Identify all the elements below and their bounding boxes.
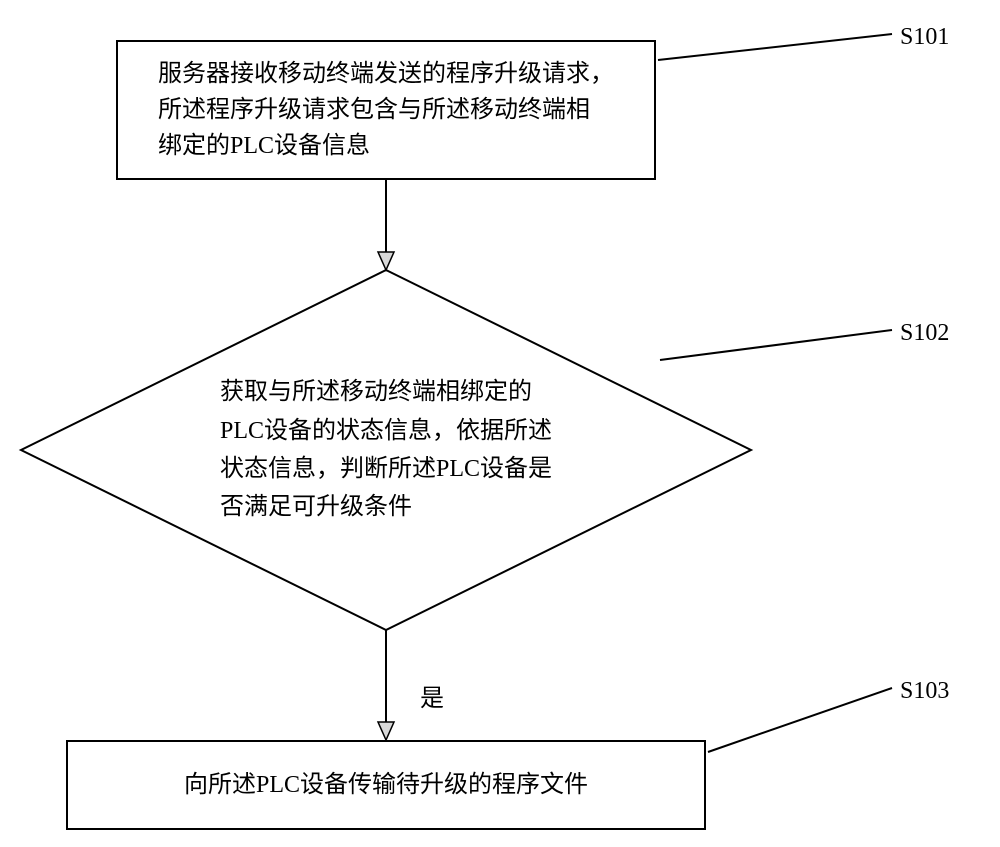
step-label-s102: S102 [900,320,949,347]
step-label-s101: S101 [900,24,949,51]
arrow-s102-s103 [378,630,394,740]
process-box-s101: 服务器接收移动终端发送的程序升级请求， 所述程序升级请求包含与所述移动终端相 绑… [116,40,656,180]
process-box-s103: 向所述PLC设备传输待升级的程序文件 [66,740,706,830]
process-text-s103: 向所述PLC设备传输待升级的程序文件 [184,767,588,803]
decision-text-wrap-s102: 获取与所述移动终端相绑定的 PLC设备的状态信息，依据所述 状态信息，判断所述P… [160,360,612,540]
decision-text-s102: 获取与所述移动终端相绑定的 PLC设备的状态信息，依据所述 状态信息，判断所述P… [220,373,552,527]
leader-s101 [658,34,892,60]
edge-label-yes: 是 [420,678,444,713]
process-text-s101: 服务器接收移动终端发送的程序升级请求， 所述程序升级请求包含与所述移动终端相 绑… [158,56,614,164]
arrow-s101-s102 [378,180,394,270]
step-label-s103: S103 [900,678,949,705]
leader-s103 [708,688,892,752]
